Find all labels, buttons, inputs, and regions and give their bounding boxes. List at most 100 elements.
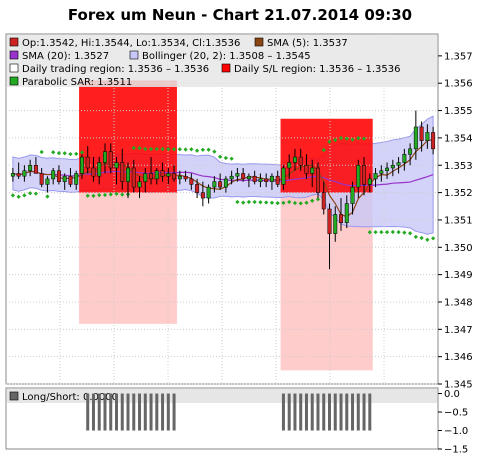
sar-dot — [229, 156, 234, 161]
longshort-bar — [351, 393, 355, 431]
longshort-bar — [310, 393, 314, 431]
longshort-bar — [339, 393, 343, 431]
sar-dot — [321, 147, 326, 153]
longshort-bar — [132, 393, 136, 431]
sar-dot — [45, 194, 50, 199]
sar-dot — [390, 229, 395, 235]
candle-body — [10, 173, 15, 177]
candle-body — [33, 165, 38, 174]
candle-body — [195, 184, 200, 193]
sar-dot — [419, 235, 424, 241]
legend-swatch-sl — [221, 63, 231, 73]
sar-dot — [333, 137, 338, 143]
sar-dot — [79, 150, 85, 155]
y-tick-label: 1.346 — [444, 352, 473, 363]
candle-body — [431, 132, 436, 150]
sar-dot — [315, 197, 321, 202]
candle-body — [126, 167, 130, 182]
legend-swatch-daily — [9, 63, 19, 73]
candle-body — [172, 173, 177, 180]
candle-body — [223, 178, 228, 188]
candle-body — [28, 165, 33, 171]
legend-label-sma20: SMA (20): 1.3527 — [22, 51, 109, 62]
longshort-bar — [333, 393, 337, 431]
longshort-bar — [143, 393, 147, 431]
sar-dot — [154, 146, 159, 152]
longshort-bar — [120, 393, 124, 431]
legend-label-daily: Daily trading region: 1.3536 – 1.3536 — [22, 64, 209, 75]
candle-body — [321, 192, 326, 210]
sar-dot — [148, 146, 154, 152]
candle-body — [200, 192, 205, 199]
y-tick-label: 1.347 — [444, 325, 473, 336]
candle-body — [327, 208, 332, 234]
candle-body — [379, 170, 384, 174]
candle-body — [91, 167, 96, 177]
longshort-bar — [345, 393, 349, 431]
longshort-bar — [91, 393, 95, 431]
sar-dot — [22, 193, 27, 198]
longshort-bar — [328, 393, 331, 431]
legend-swatch-boll — [129, 50, 139, 60]
sar-dot — [143, 146, 148, 151]
candle-body — [108, 151, 113, 169]
sar-dot — [62, 151, 67, 156]
candle-body — [292, 156, 297, 163]
y-tick-label: 1.353 — [444, 161, 473, 172]
candle-body — [51, 170, 56, 180]
sar-dot — [183, 147, 188, 152]
longshort-bar — [155, 393, 159, 431]
sar-dot — [68, 151, 73, 157]
sar-dot — [74, 151, 79, 156]
candle-body — [212, 181, 217, 188]
sar-dot — [200, 147, 205, 152]
sar-dot — [275, 200, 280, 206]
candle-body — [16, 173, 21, 177]
candle-body — [356, 165, 361, 188]
sar-dot — [292, 200, 298, 206]
candle-body — [131, 167, 136, 188]
candle-body — [68, 175, 73, 185]
legend-swatch-sma5 — [254, 37, 264, 47]
sub-y-tick-label: −1.5 — [444, 445, 468, 456]
candle-body — [362, 165, 367, 185]
candle-body — [269, 175, 274, 182]
y-tick-label: 1.355 — [444, 106, 473, 117]
sar-dot — [327, 139, 332, 144]
sar-dot — [304, 200, 309, 205]
sar-dot — [287, 199, 292, 205]
sar-dot — [431, 236, 436, 241]
sar-dot — [269, 200, 275, 205]
longshort-bar — [322, 393, 326, 431]
chart-title: Forex um Neun - Chart 21.07.2014 09:30 — [68, 6, 412, 24]
candle-body — [56, 170, 61, 182]
candle-body — [149, 173, 154, 180]
longshort-bar — [368, 393, 372, 431]
sar-dot — [241, 200, 246, 205]
candle-body — [413, 126, 418, 150]
candle-body — [143, 173, 148, 182]
candle-body — [154, 170, 159, 180]
y-tick-label: 1.350 — [444, 243, 473, 254]
sar-dot — [356, 135, 361, 141]
sma5-line — [12, 138, 434, 218]
candle-body — [425, 132, 430, 141]
sar-dot — [160, 146, 165, 152]
longshort-bar — [293, 393, 297, 431]
longshort-bar — [166, 393, 170, 431]
y-tick-label: 1.352 — [444, 188, 473, 199]
legend-label-sl: Daily S/L region: 1.3536 – 1.3536 — [234, 64, 400, 75]
candle-body — [396, 162, 401, 166]
sar-dot — [264, 200, 269, 205]
longshort-bar — [299, 393, 303, 431]
sar-dot — [425, 237, 430, 242]
sar-dot — [108, 192, 113, 197]
longshort-bar — [86, 393, 90, 431]
y-tick-label: 1.351 — [444, 215, 473, 226]
candle-body — [97, 162, 102, 177]
sar-dot — [298, 201, 303, 206]
candle-body — [79, 156, 84, 174]
sar-dot — [16, 194, 21, 199]
candle-body — [310, 167, 315, 174]
candle-body — [160, 170, 165, 177]
